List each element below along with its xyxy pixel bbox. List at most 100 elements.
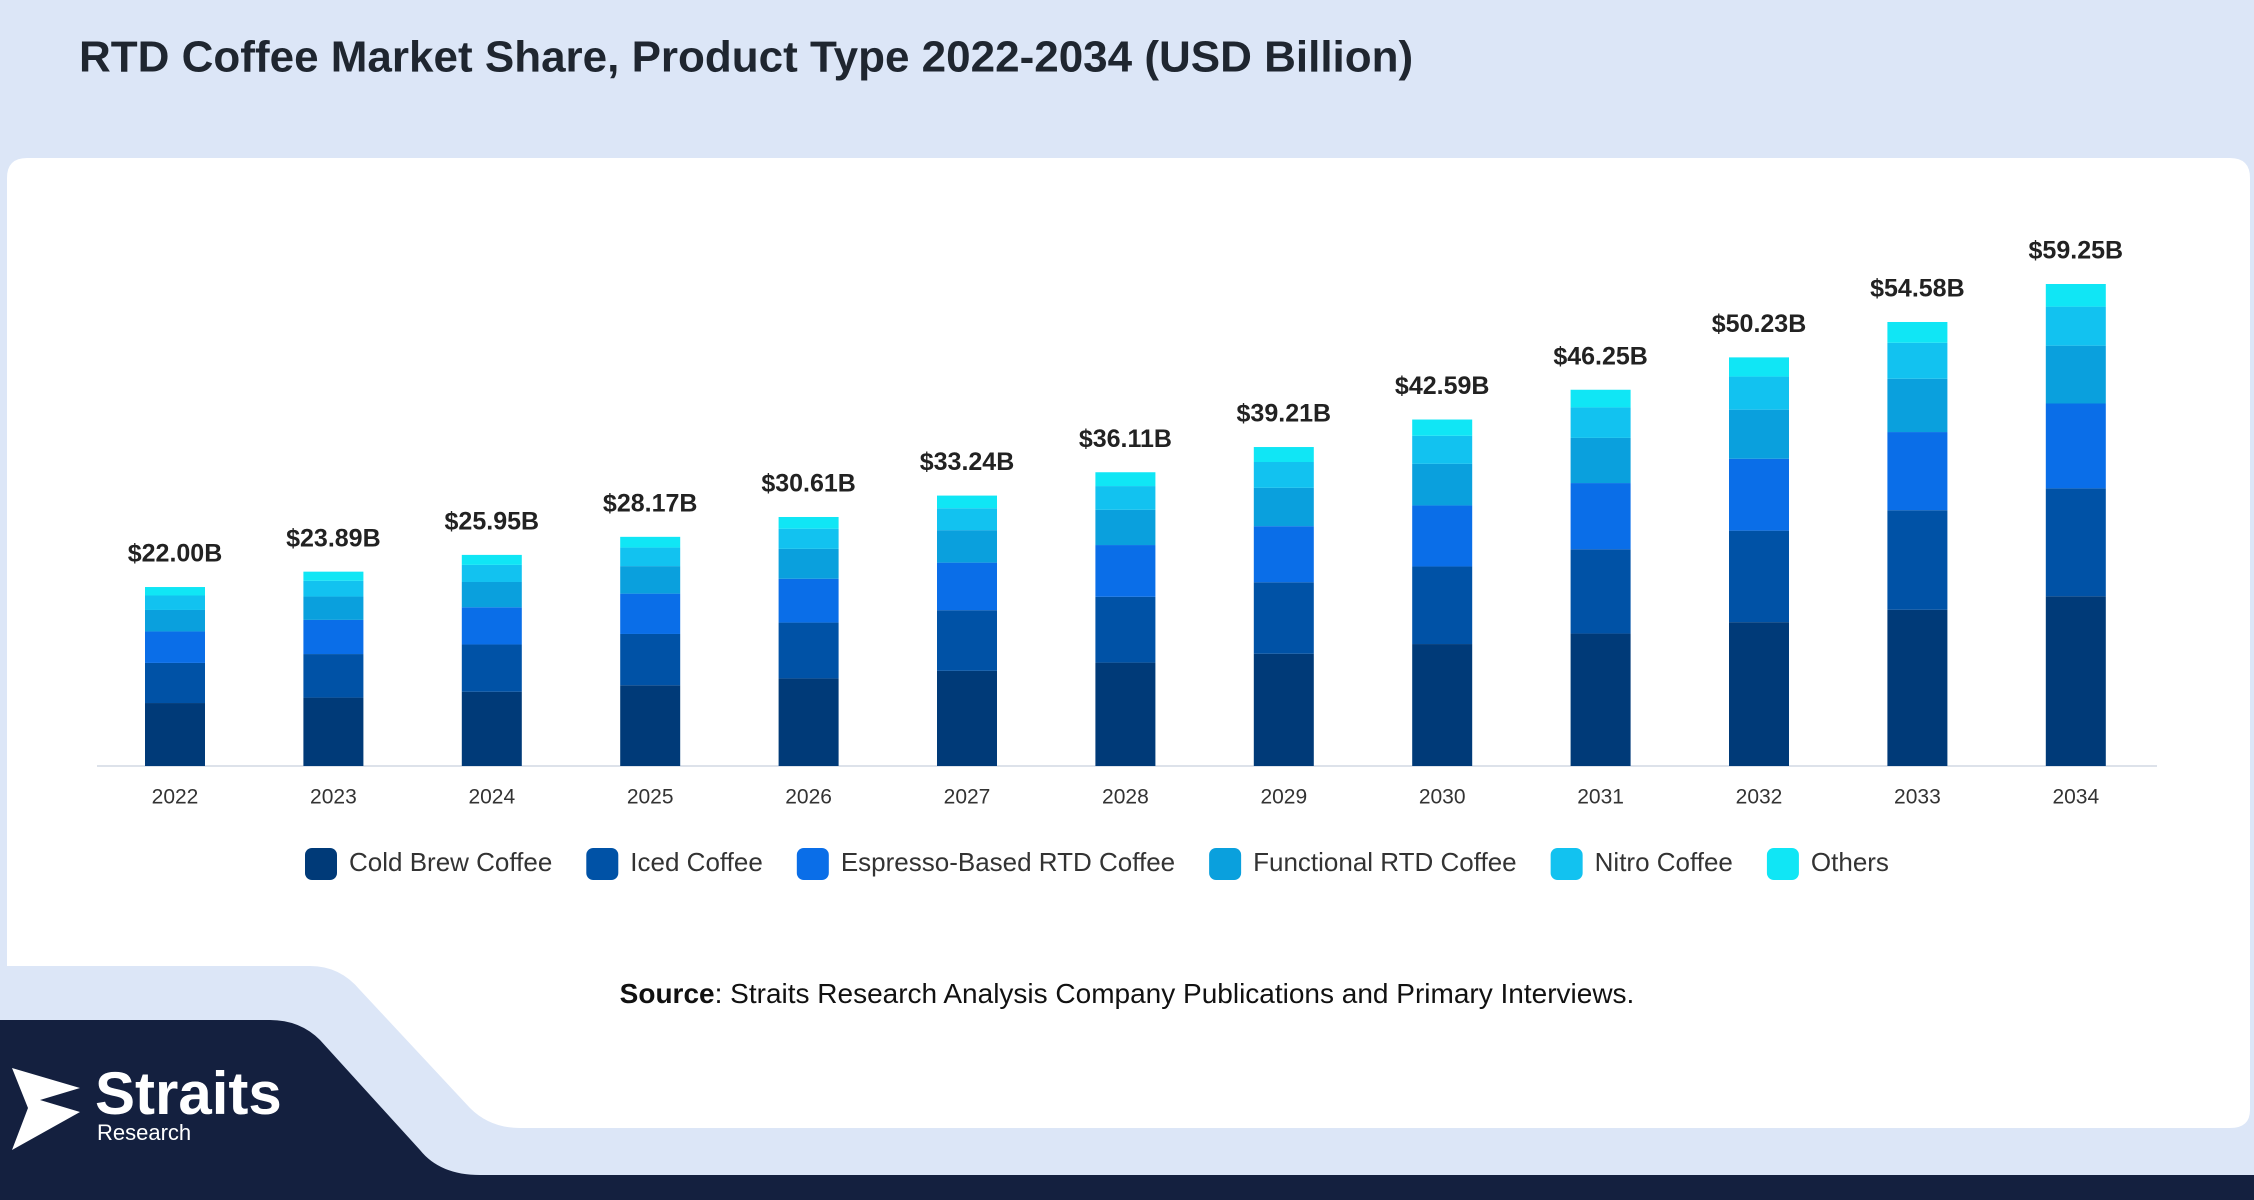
source: Source: Straits Research Analysis Compan… (620, 978, 1635, 1009)
bar-segment (145, 703, 205, 766)
bar-segment (145, 595, 205, 610)
logo-sub: Research (97, 1120, 191, 1145)
bar-segment (1095, 509, 1156, 546)
bar-segment (1729, 357, 1789, 377)
chart-title: RTD Coffee Market Share, Product Type 20… (79, 33, 1413, 82)
logo-mark (12, 1068, 80, 1150)
legend-swatch (1550, 848, 1583, 880)
total-label: $30.61B (761, 470, 856, 498)
bar-segment (1729, 376, 1789, 410)
bar-segment (937, 610, 997, 671)
x-tick-label: 2034 (2052, 786, 2099, 809)
x-tick-label: 2032 (1736, 786, 1783, 809)
x-tick-label: 2024 (468, 786, 515, 809)
footer-band (0, 1020, 2254, 1200)
bar-segment (778, 622, 839, 679)
bar-segment (461, 607, 522, 645)
bar-segment (2045, 403, 2106, 489)
bar-segment (937, 670, 997, 766)
bar-segment (303, 596, 364, 620)
legend: Cold Brew Coffee Iced Coffee Espresso-Base… (305, 847, 1889, 880)
bar-segment (461, 644, 522, 692)
bar-segment (1570, 389, 1631, 408)
bar-segment (778, 578, 839, 623)
bar-segment (461, 564, 522, 582)
bar-segment (1412, 463, 1473, 506)
bar-segment (303, 580, 364, 597)
bar-segment (778, 516, 839, 529)
total-label: $25.95B (445, 508, 540, 536)
bar-segment (1887, 342, 1948, 379)
x-tick-label: 2026 (785, 786, 832, 809)
total-label: $23.89B (286, 524, 381, 552)
legend-swatch (796, 848, 829, 880)
total-label: $46.25B (1553, 342, 1648, 370)
bar-segment (937, 508, 997, 531)
x-tick-label: 2028 (1102, 786, 1149, 809)
total-label: $33.24B (920, 448, 1015, 476)
bar-segment (461, 554, 522, 565)
bar-segment (1412, 505, 1473, 567)
total-label: $39.21B (1237, 400, 1332, 428)
bar-segment (2045, 306, 2106, 346)
bar-segment (303, 697, 364, 766)
bar-segment (303, 571, 364, 581)
bar-segment (620, 633, 681, 686)
bar-segment (1570, 407, 1631, 438)
legend-label: Espresso-Based RTD Coffee (841, 847, 1175, 877)
x-tick-label: 2022 (152, 786, 199, 809)
bar-segment (1570, 633, 1631, 766)
bar-segment (1095, 596, 1156, 663)
bar-segment (1412, 644, 1473, 766)
bar-segment (620, 566, 681, 594)
bar-segment (1729, 622, 1789, 766)
bar-segment (1729, 409, 1789, 459)
bar-segment (145, 662, 205, 704)
total-label: $22.00B (128, 540, 223, 568)
bar-segment (145, 587, 205, 596)
bar-segment (620, 685, 681, 766)
bar-segment (1570, 483, 1631, 550)
bar-segment (1095, 472, 1156, 487)
total-label: $50.23B (1712, 310, 1807, 338)
total-label: $59.25B (2029, 237, 2124, 265)
bar-segment (620, 547, 681, 567)
bar-segment (1095, 545, 1156, 597)
logo-name: Straits (95, 1060, 282, 1127)
bar-segment (1570, 437, 1631, 484)
bar-segment (303, 654, 364, 698)
legend-swatch (586, 848, 619, 880)
bar-segment (1412, 435, 1473, 464)
bar-segment (1253, 526, 1314, 583)
x-tick-label: 2023 (310, 786, 357, 809)
bar-segment (1887, 321, 1948, 343)
bar-segment (1412, 419, 1473, 436)
bar-segment (303, 619, 364, 655)
source-text: : Straits Research Analysis Company Publ… (715, 978, 1635, 1009)
legend-label: Nitro Coffee (1595, 847, 1733, 877)
bar-segment (778, 528, 839, 549)
bar-segment (2045, 345, 2106, 404)
x-tick-label: 2027 (944, 786, 991, 809)
bar-segment (1570, 549, 1631, 634)
x-tick-label: 2031 (1577, 786, 1624, 809)
bar-segment (1729, 458, 1789, 531)
bar-segment (1253, 582, 1314, 654)
total-label: $42.59B (1395, 372, 1490, 400)
legend-label: Cold Brew Coffee (349, 847, 552, 877)
x-tick-label: 2033 (1894, 786, 1941, 809)
bar-segment (937, 562, 997, 611)
source-label: Source (620, 978, 715, 1009)
bar-segment (937, 530, 997, 563)
x-tick-label: 2029 (1260, 786, 1307, 809)
bar-segment (1887, 432, 1948, 511)
x-tick-label: 2025 (627, 786, 674, 809)
total-label: $28.17B (603, 489, 698, 517)
bar-segment (1729, 530, 1789, 623)
total-label: $54.58B (1870, 275, 1965, 303)
legend-swatch (1766, 848, 1799, 880)
bar-segment (145, 631, 205, 663)
bar-segment (1887, 609, 1948, 766)
bar-segment (1887, 510, 1948, 610)
